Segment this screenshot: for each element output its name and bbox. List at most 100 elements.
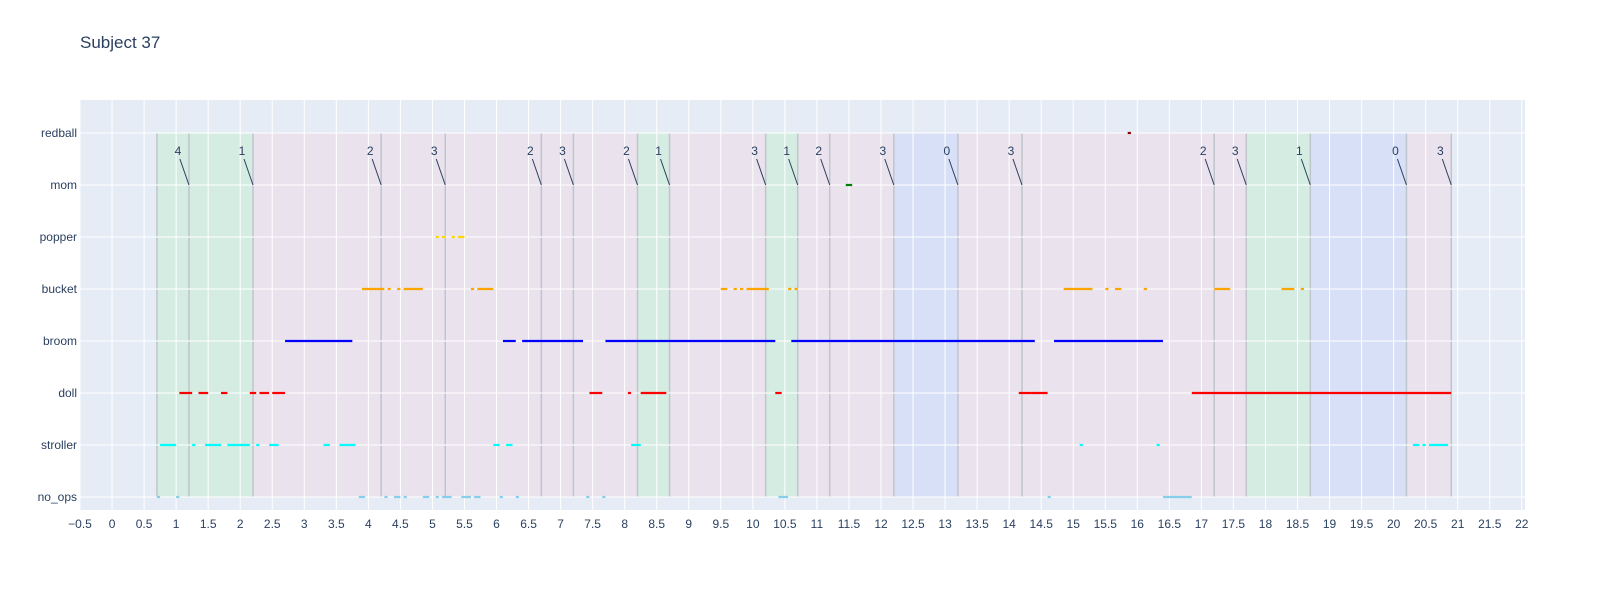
x-tick-label: 20	[1387, 517, 1401, 531]
x-tick-label: 9	[685, 517, 692, 531]
annotation-arrow	[884, 158, 895, 186]
annotation-arrow	[948, 158, 959, 186]
annotation-label: 3	[1437, 144, 1444, 158]
x-tick-label: 21.5	[1478, 517, 1502, 531]
annotation-label: 3	[1232, 144, 1239, 158]
x-tick-label: 13	[938, 517, 952, 531]
x-tick-label: 4.5	[392, 517, 409, 531]
x-tick-label: 18	[1259, 517, 1273, 531]
x-tick-label: 16	[1131, 517, 1145, 531]
annotation-label: 3	[879, 144, 886, 158]
y-tick-label: redball	[41, 126, 77, 140]
x-tick-label: 10.5	[773, 517, 797, 531]
annotation-arrow	[788, 158, 799, 186]
x-tick-label: 2	[237, 517, 244, 531]
annotation-label: 3	[431, 144, 438, 158]
x-tick-label: 19	[1323, 517, 1337, 531]
x-tick-label: 11	[811, 517, 824, 531]
x-tick-label: 11.5	[838, 517, 861, 531]
x-tick-label: 16.5	[1158, 517, 1182, 531]
x-tick-label: 7	[557, 517, 564, 531]
x-tick-label: 1	[173, 517, 180, 531]
phase-band	[797, 133, 830, 497]
annotation-arrow	[820, 158, 831, 186]
annotation-arrow	[1204, 158, 1215, 186]
annotation-arrow	[179, 158, 190, 186]
annotation-label: 1	[1296, 144, 1303, 158]
x-tick-label: 20.5	[1414, 517, 1438, 531]
annotation-label: 1	[783, 144, 790, 158]
phase-band	[541, 133, 574, 497]
y-tick-label: bucket	[42, 282, 78, 296]
annotation-label: 2	[527, 144, 534, 158]
x-tick-label: 3.5	[328, 517, 345, 531]
annotation-label: 0	[944, 144, 951, 158]
annotation-label: 1	[655, 144, 662, 158]
annotation-arrow	[628, 158, 638, 186]
phase-band	[1310, 133, 1407, 497]
x-tick-label: 22	[1515, 517, 1529, 531]
x-tick-label: 8.5	[648, 517, 665, 531]
annotation-arrow	[1396, 158, 1407, 186]
annotation-arrow	[1236, 158, 1247, 186]
annotation-label: 1	[239, 144, 246, 158]
x-tick-label: 1.5	[200, 517, 217, 531]
phase-band	[637, 133, 670, 497]
x-tick-label: 8	[621, 517, 628, 531]
phase-band	[253, 133, 382, 497]
x-tick-label: 21	[1451, 517, 1465, 531]
annotation-label: 3	[1008, 144, 1015, 158]
x-tick-label: 17.5	[1222, 517, 1246, 531]
phase-band	[829, 133, 894, 497]
annotation-label: 4	[175, 144, 182, 158]
x-tick-label: 0	[109, 517, 116, 531]
phase-band	[1214, 133, 1247, 497]
x-tick-label: 12	[874, 517, 888, 531]
x-tick-label: 14	[1002, 517, 1016, 531]
y-tick-label: broom	[43, 334, 77, 348]
x-tick-label: 12.5	[901, 517, 925, 531]
y-tick-label: doll	[58, 386, 77, 400]
annotation-arrow	[1300, 158, 1311, 186]
series-segments	[156, 131, 1452, 499]
phase-band	[669, 133, 766, 497]
phase-band	[765, 133, 798, 497]
x-tick-label: 4	[365, 517, 372, 531]
annotation-label: 2	[1200, 144, 1207, 158]
y-tick-label: no_ops	[38, 490, 77, 504]
x-tick-label: 17	[1195, 517, 1209, 531]
annotation-label: 0	[1392, 144, 1399, 158]
y-tick-label: stroller	[41, 438, 77, 452]
x-tick-label: 5.5	[456, 517, 473, 531]
phase-band	[188, 133, 254, 497]
annotation-label: 3	[559, 144, 566, 158]
x-axis-ticks: −0.5 0 0.5 1 1.5 2 2.5 3 3.5 4 4.5 5 5.5 6 6.5 7 7.5 8 8.5…	[68, 517, 1529, 531]
annotation-label: 2	[815, 144, 822, 158]
x-tick-label: 19.5	[1350, 517, 1374, 531]
x-tick-label: 3	[301, 517, 308, 531]
y-axis-ticks: no_ops stroller doll broom bucket popper mom re…	[38, 126, 78, 504]
x-tick-label: 14.5	[1030, 517, 1054, 531]
x-tick-label: 6	[493, 517, 500, 531]
annotation-arrow	[531, 158, 542, 186]
annotation-label: 2	[367, 144, 374, 158]
x-tick-label: 18.5	[1286, 517, 1310, 531]
annotation-arrow	[1441, 158, 1452, 186]
phase-annotations: 4 1 2 3 2 3 2 1 3 1 2 3 0 3 2 3 1 0 3	[175, 144, 1452, 186]
annotation-arrow	[435, 158, 446, 186]
phase-band	[445, 133, 542, 497]
annotation-arrow	[563, 158, 574, 186]
phase-bands	[156, 133, 1453, 497]
phase-band	[156, 133, 189, 497]
phase-band	[1021, 133, 1215, 497]
x-tick-label: 2.5	[264, 517, 281, 531]
phase-band	[1406, 133, 1452, 497]
phase-band	[573, 133, 638, 497]
x-tick-label: 6.5	[520, 517, 537, 531]
y-tick-label: popper	[40, 230, 77, 244]
x-tick-label: 5	[429, 517, 436, 531]
phase-band	[1246, 133, 1311, 497]
annotation-label: 2	[623, 144, 630, 158]
annotation-label: 3	[751, 144, 758, 158]
annotation-arrow	[243, 158, 254, 186]
